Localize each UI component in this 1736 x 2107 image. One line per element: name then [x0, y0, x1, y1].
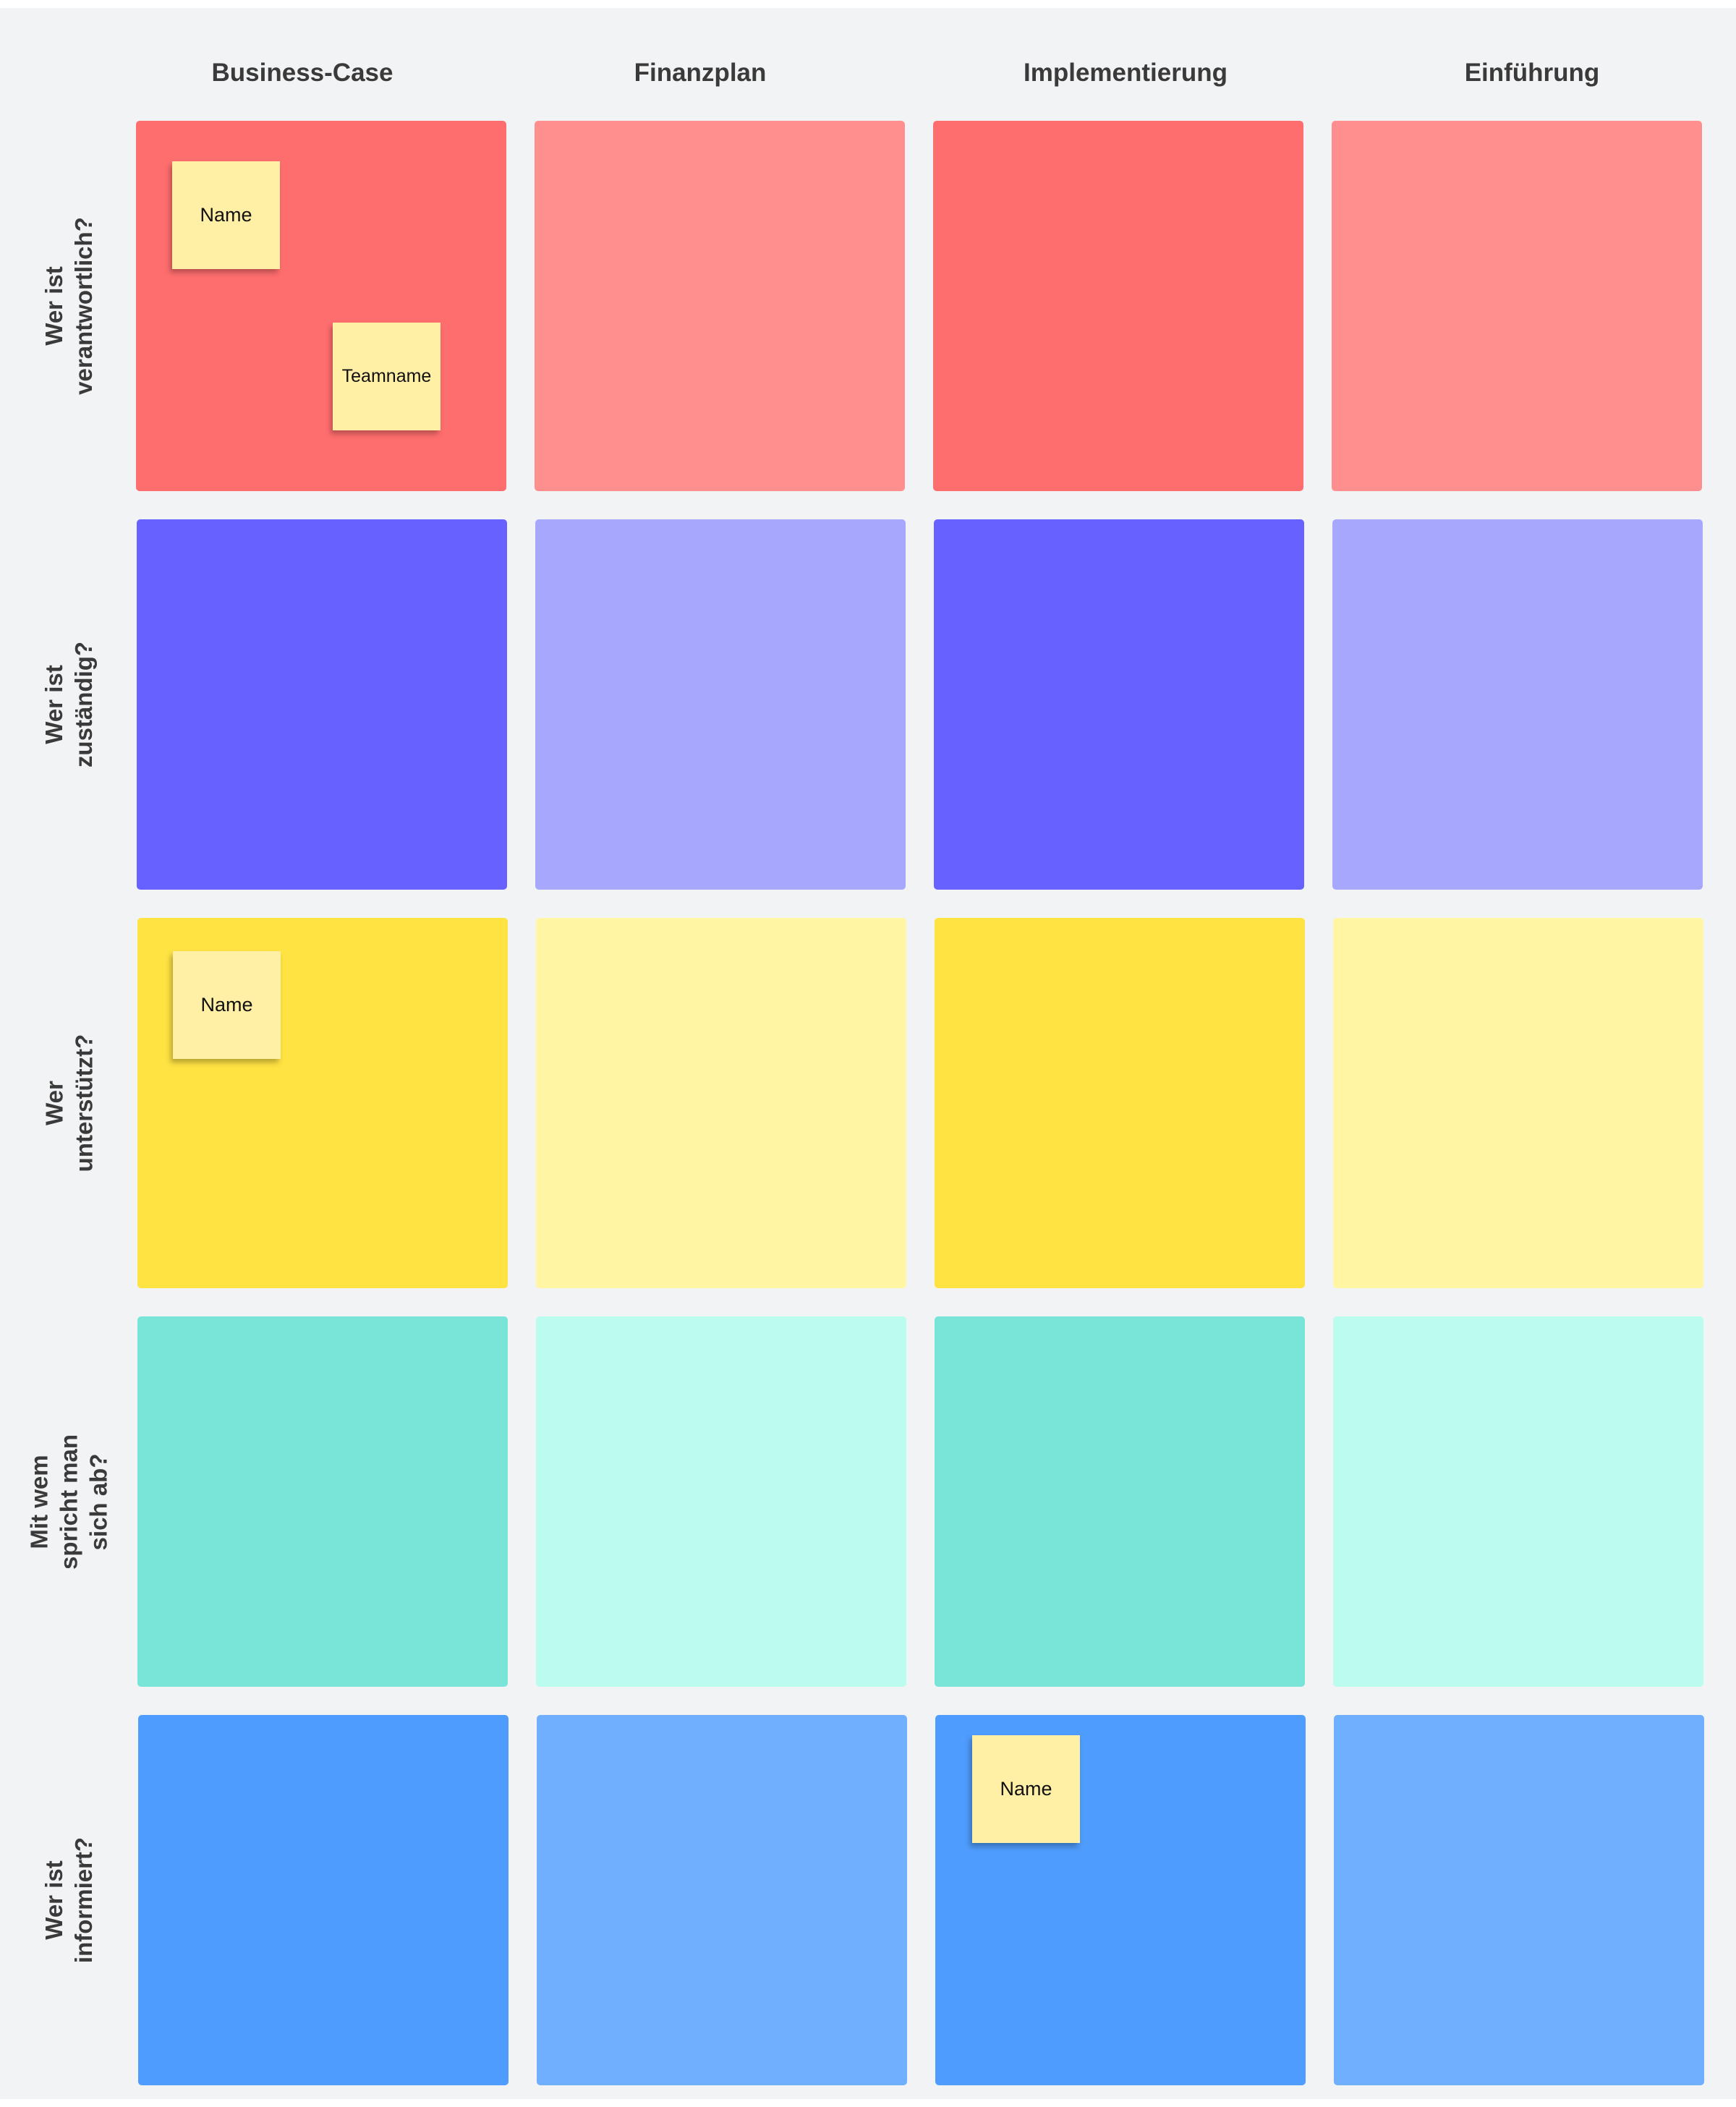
row-header-verantwortlich: Wer ist verantwortlich? [0, 121, 137, 491]
row-header-informiert: Wer ist informiert? [0, 1715, 137, 2085]
row-header-zustaendig: Wer ist zuständig? [0, 519, 137, 890]
cell-r1-c0[interactable] [137, 519, 507, 890]
cell-r4-c3[interactable] [1334, 1715, 1704, 2085]
sticky-note[interactable]: Name [972, 1735, 1080, 1843]
cell-r1-c3[interactable] [1332, 519, 1703, 890]
cell-r3-c2[interactable] [935, 1316, 1305, 1687]
cell-r2-c1[interactable] [536, 918, 906, 1288]
cell-r0-c1[interactable] [535, 121, 905, 491]
column-header-business-case: Business-Case [211, 59, 393, 87]
cell-r2-c3[interactable] [1333, 918, 1703, 1288]
matrix-board: Business-Case Finanzplan Implementierung… [0, 8, 1736, 2099]
sticky-note[interactable]: Name [172, 161, 280, 269]
row-header-unterstuetzt: Wer unterstützt? [0, 918, 137, 1288]
cell-r3-c0[interactable] [137, 1316, 508, 1687]
cell-r0-c0[interactable]: Name Teamname [136, 121, 506, 491]
row-header-abgesprochen: Mit wem spricht man sich ab? [0, 1316, 137, 1687]
cell-r1-c1[interactable] [535, 519, 906, 890]
cell-r2-c2[interactable] [935, 918, 1305, 1288]
row-label-informiert: Wer ist informiert? [41, 1836, 97, 1964]
row-label-verantwortlich: Wer ist verantwortlich? [41, 217, 97, 395]
row-label-abgesprochen: Mit wem spricht man sich ab? [25, 1434, 112, 1570]
cell-r0-c2[interactable] [933, 121, 1303, 491]
cell-r2-c0[interactable]: Name [137, 918, 508, 1288]
column-header-finanzplan: Finanzplan [634, 59, 767, 87]
cell-r4-c0[interactable] [138, 1715, 509, 2085]
cell-r4-c1[interactable] [537, 1715, 907, 2085]
cell-r3-c1[interactable] [536, 1316, 906, 1687]
row-label-unterstuetzt: Wer unterstützt? [41, 1034, 98, 1172]
cell-r1-c2[interactable] [934, 519, 1304, 890]
column-header-implementierung: Implementierung [1024, 59, 1227, 87]
sticky-note[interactable]: Name [173, 951, 281, 1059]
cell-r4-c2[interactable]: Name [935, 1715, 1306, 2085]
sticky-note[interactable]: Teamname [333, 323, 441, 430]
cell-r3-c3[interactable] [1333, 1316, 1703, 1687]
row-label-zustaendig: Wer ist zuständig? [41, 641, 97, 768]
column-header-einfuehrung: Einführung [1464, 59, 1600, 87]
cell-r0-c3[interactable] [1332, 121, 1702, 491]
